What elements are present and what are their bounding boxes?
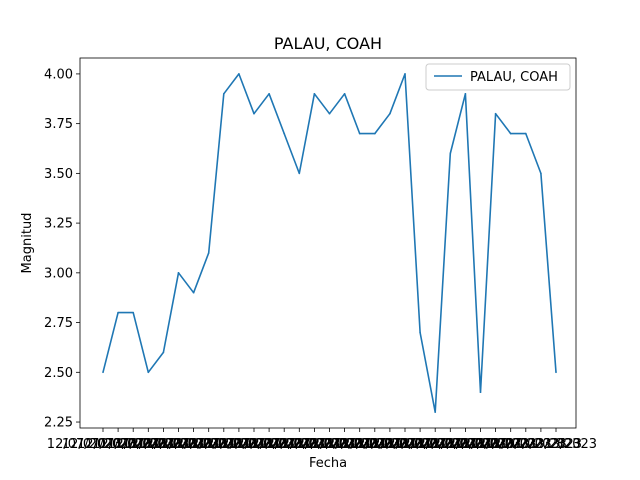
data-point xyxy=(449,152,452,155)
data-point xyxy=(358,132,361,135)
x-tick-label: 12/07/2023/2023 xyxy=(92,437,204,452)
data-point xyxy=(540,172,542,175)
x-tick-label: 12/07/2023/2023 xyxy=(77,437,189,452)
data-point xyxy=(207,252,210,254)
plot-background xyxy=(80,58,576,428)
x-tick-label: 12/07/2023/2023 xyxy=(379,437,491,452)
x-tick-label: 12/07/2023/2023 xyxy=(454,437,566,452)
x-tick-label: 12/07/2023/2023 xyxy=(228,437,340,452)
legend: PALAU, COAH xyxy=(425,63,571,91)
data-point xyxy=(509,132,512,135)
data-point xyxy=(268,93,270,95)
y-tick-label: 2.50 xyxy=(44,366,73,381)
y-tick-label: 3.75 xyxy=(44,117,73,132)
data-point xyxy=(132,311,134,314)
x-tick-label: 12/07/2023/2023 xyxy=(394,437,506,452)
data-point xyxy=(117,311,119,314)
data-point xyxy=(162,351,165,354)
x-tick-label: 12/07/2023/2023 xyxy=(288,437,400,452)
x-tick-label: 12/07/2023/2023 xyxy=(439,437,551,452)
data-point xyxy=(192,291,195,294)
data-point xyxy=(525,132,527,135)
y-tick-label: 4.00 xyxy=(44,67,73,82)
x-tick-label: 12/07/2023/2023 xyxy=(107,437,219,452)
x-axis-title: Fecha xyxy=(309,456,347,471)
data-point xyxy=(238,73,240,75)
x-axis: 12/07/2023/202312/07/2023/202312/07/2023… xyxy=(47,428,597,452)
data-point xyxy=(147,371,150,374)
x-tick-label: 12/07/2023/2023 xyxy=(122,437,234,452)
x-tick-label: 12/07/2023/2023 xyxy=(319,437,431,452)
plot-frame xyxy=(79,57,577,429)
x-tick-label: 12/07/2023/2023 xyxy=(470,437,582,452)
x-tick-label: 12/07/2023/2023 xyxy=(424,437,536,452)
x-tick-label: 12/07/2023/2023 xyxy=(183,437,295,452)
data-point xyxy=(253,112,255,115)
y-tick-label: 2.25 xyxy=(44,416,73,431)
data-point xyxy=(283,132,286,135)
x-tick-label: 12/07/2023/2023 xyxy=(409,437,521,452)
data-point xyxy=(434,411,437,413)
data-point xyxy=(404,73,406,75)
x-tick-label: 12/07/2023/2023 xyxy=(62,437,174,452)
y-axis: 2.25 2.50 2.75 3.00 3.25 3.50 3.75 4.00 xyxy=(44,67,80,431)
data-point xyxy=(328,112,331,115)
x-tick-label-last: 323 xyxy=(556,437,581,452)
data-point xyxy=(464,93,467,95)
x-tick-label: 12/07/2023/2023 xyxy=(47,437,159,452)
y-tick-label: 3.50 xyxy=(44,167,73,182)
data-point xyxy=(223,93,225,95)
legend-box xyxy=(425,63,571,91)
x-tick-label: 12/07/2023/2023 xyxy=(334,437,446,452)
data-point xyxy=(555,371,557,374)
x-tick-label: 12/07/2023/2023 xyxy=(364,437,476,452)
y-tick-label: 3.00 xyxy=(44,266,73,281)
data-point xyxy=(177,272,180,274)
data-point xyxy=(374,132,376,135)
legend-label: PALAU, COAH xyxy=(470,70,558,85)
data-point xyxy=(298,172,301,175)
y-tick-label: 3.25 xyxy=(44,217,73,232)
y-tick-label: 2.75 xyxy=(44,316,73,331)
x-tick-label: 12/07/2023/2023 xyxy=(213,437,325,452)
plot-area xyxy=(80,58,576,428)
x-tick-label: 12/07/2023/2023 xyxy=(485,437,597,452)
x-tick-label: 12/07/2023/2023 xyxy=(349,437,461,452)
data-point xyxy=(313,93,316,95)
x-tick-label: 12/07/2023/2023 xyxy=(258,437,370,452)
data-point xyxy=(102,371,104,374)
x-tick-label: 12/07/2023/2023 xyxy=(198,437,310,452)
data-point xyxy=(419,331,421,334)
data-point xyxy=(389,112,391,115)
y-axis-title: Magnitud xyxy=(20,213,35,274)
data-point xyxy=(479,391,482,393)
data-point xyxy=(343,93,346,95)
chart-title: PALAU, COAH xyxy=(274,34,382,53)
series-layer xyxy=(102,73,557,413)
data-point xyxy=(494,112,497,115)
x-tick-label: 12/07/2023/2023 xyxy=(303,437,415,452)
x-tick-label: 12/07/2023/2023 xyxy=(273,437,385,452)
x-tick-label: 12/07/2023/2023 xyxy=(137,437,249,452)
x-tick-label: 12/07/2023/2023 xyxy=(152,437,264,452)
x-tick-label: 12/07/2023/2023 xyxy=(168,437,280,452)
x-tick-label: 12/07/2023/2023 xyxy=(243,437,355,452)
